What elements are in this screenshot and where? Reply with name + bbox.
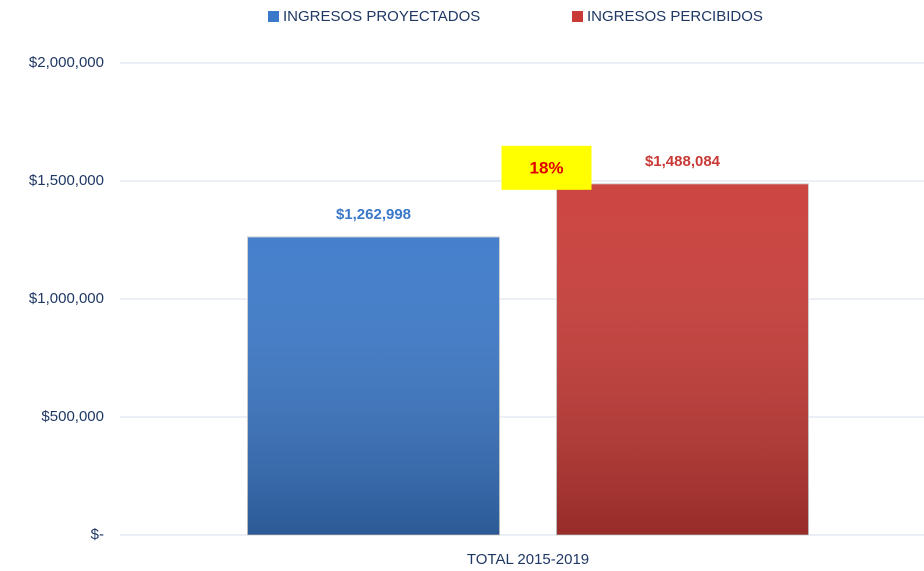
annotation-box [501, 145, 592, 190]
legend-label: INGRESOS PERCIBIDOS [587, 8, 763, 25]
legend-label: INGRESOS PROYECTADOS [283, 8, 480, 25]
y-tick-label: $1,000,000 [29, 290, 104, 307]
y-tick-label: $1,500,000 [29, 172, 104, 189]
bar-shade [556, 183, 809, 535]
y-tick-label: $500,000 [41, 408, 104, 425]
value-label: $1,262,998 [336, 206, 411, 223]
annotation: 18% [529, 158, 563, 177]
legend-swatch [268, 11, 279, 22]
y-tick-label: $2,000,000 [29, 54, 104, 71]
y-tick-label: $- [91, 526, 104, 543]
legend-swatch [572, 11, 583, 22]
bar-shade [247, 236, 500, 535]
x-tick-label: TOTAL 2015-2019 [467, 551, 589, 568]
value-label: $1,488,084 [645, 153, 721, 170]
